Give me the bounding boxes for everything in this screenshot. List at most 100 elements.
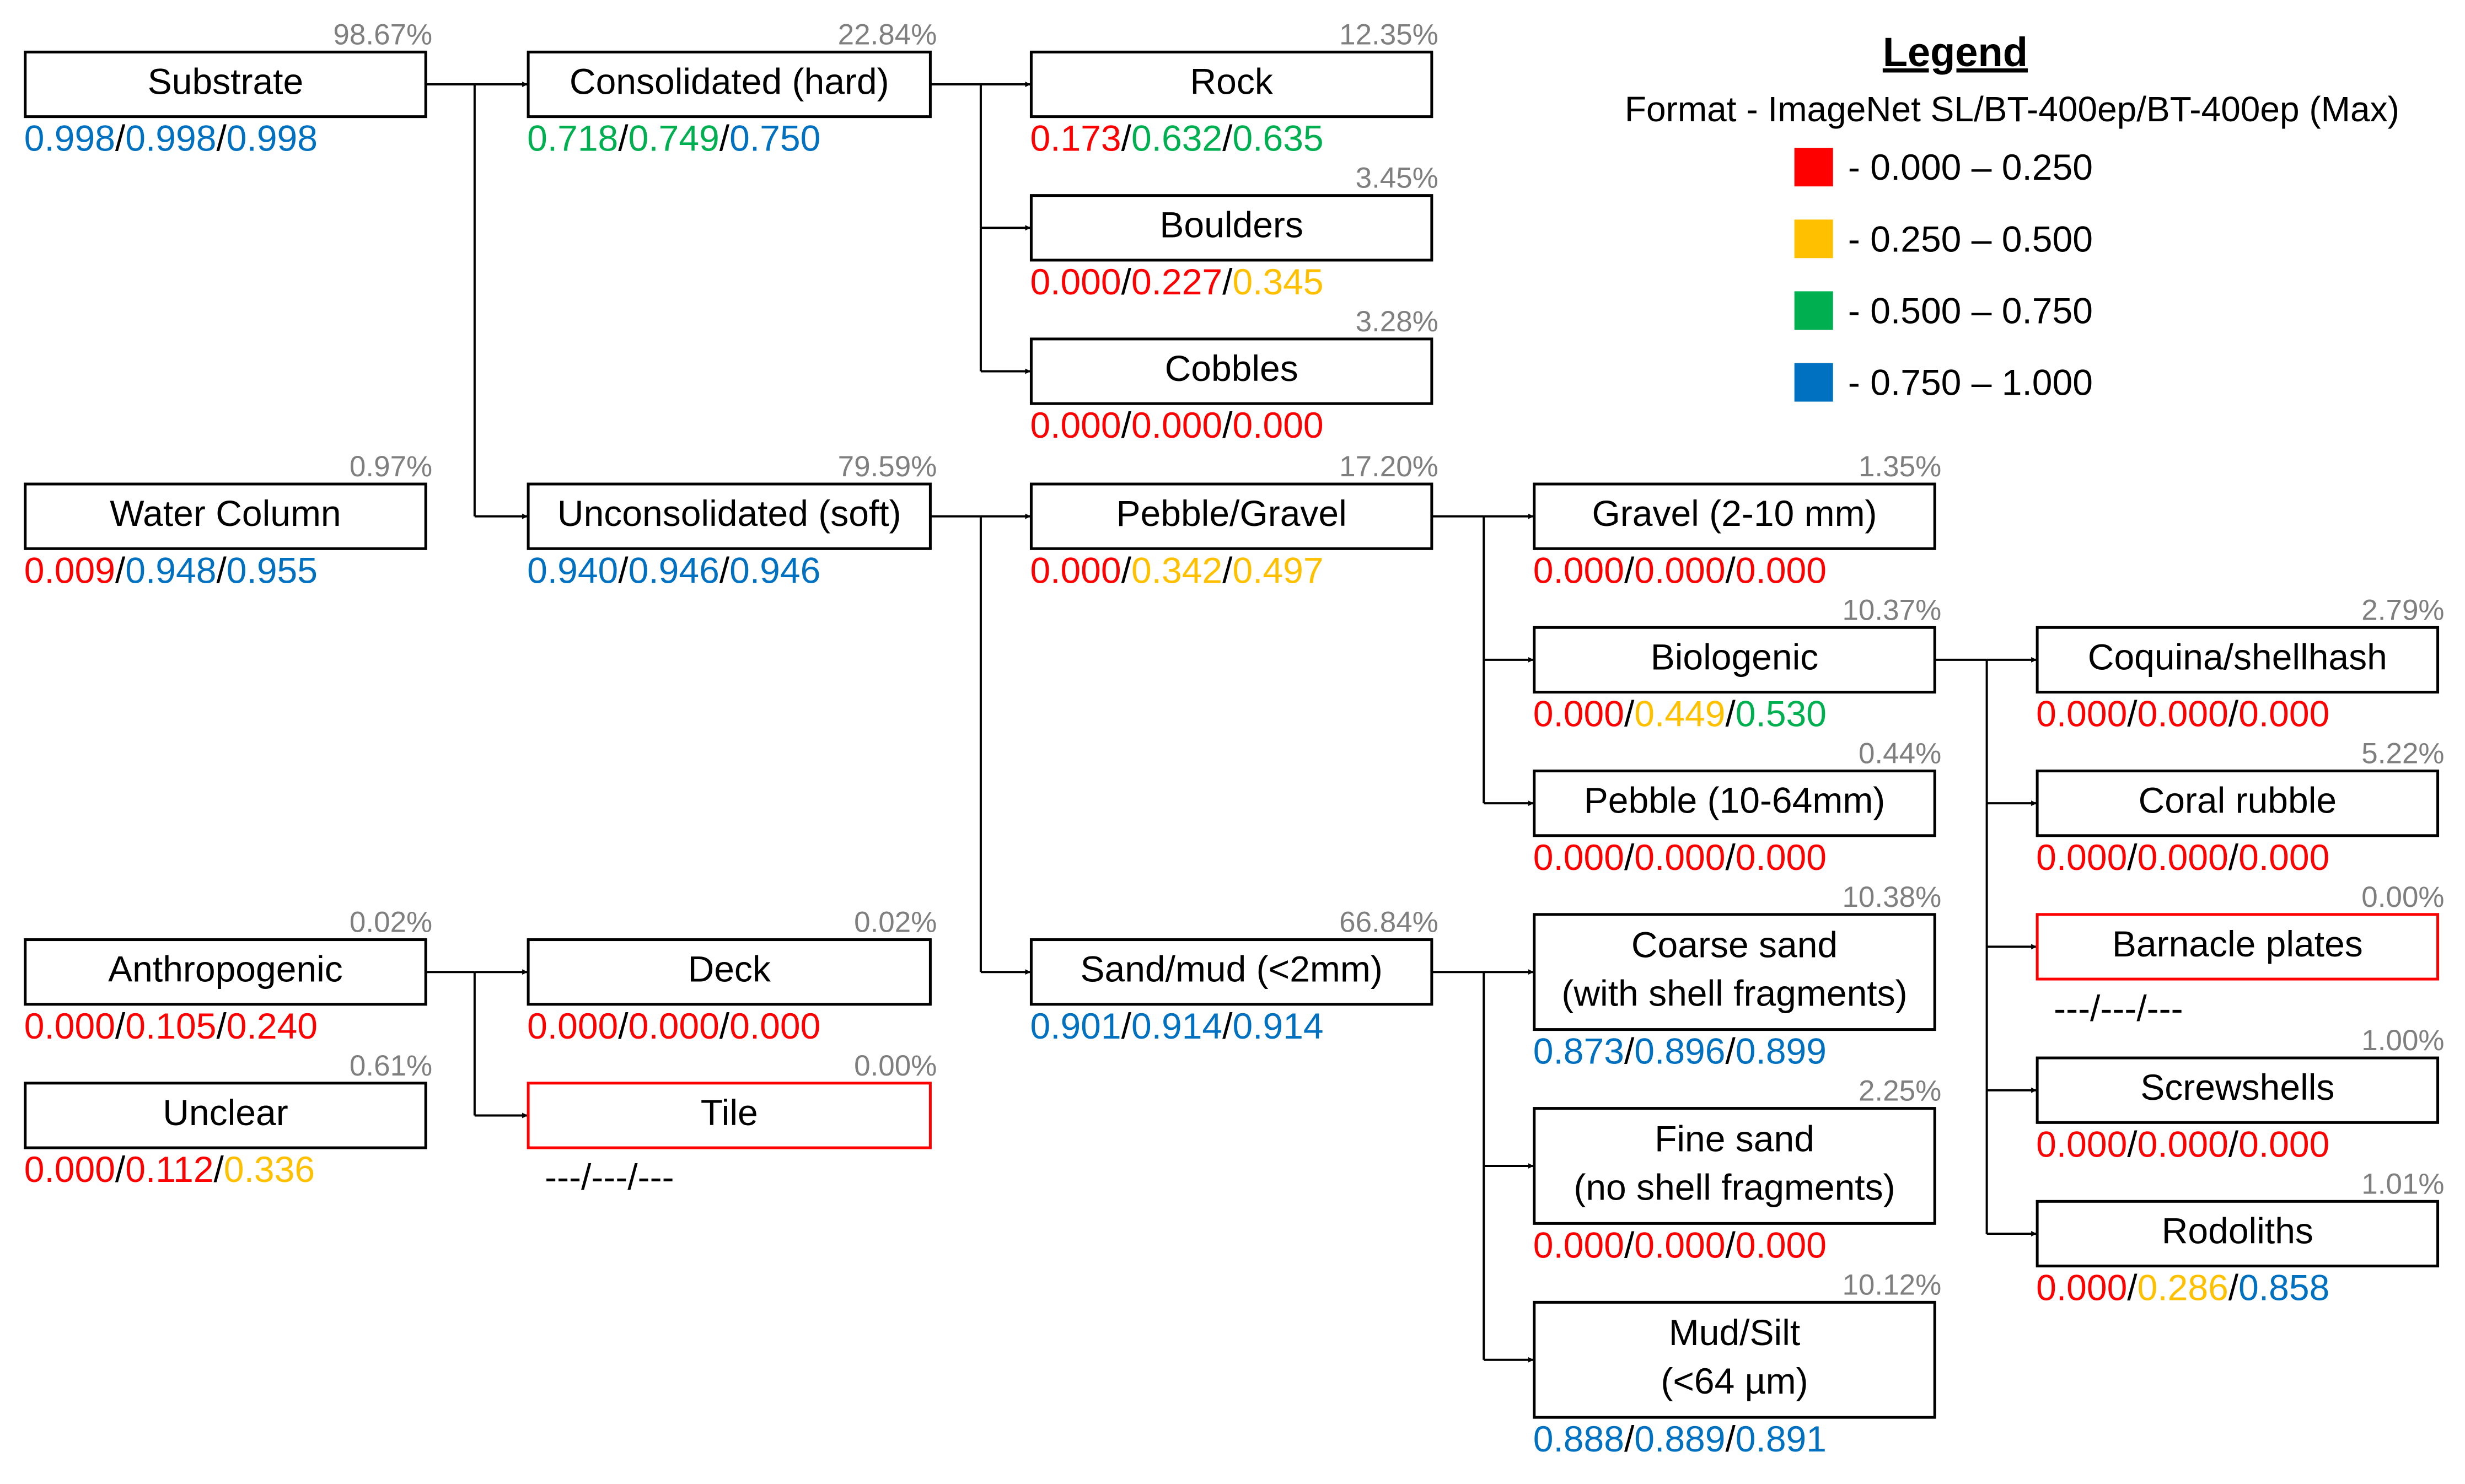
score-value: 0.449	[1634, 693, 1725, 734]
node-percent: 3.28%	[1356, 305, 1438, 338]
node-box	[2036, 913, 2440, 981]
node-label: Sand/mud (<2mm)	[1080, 949, 1382, 990]
score-value: 0.530	[1736, 693, 1827, 734]
node-label: Boulders	[1159, 205, 1303, 245]
node-unconsolidated: Unconsolidated (soft) 79.59% 0.940/0.946/0…	[527, 450, 937, 590]
node-label: Screwshells	[2140, 1067, 2334, 1107]
node-scores: 0.873/0.896/0.899	[1533, 1031, 1827, 1072]
score-value: 0.998	[227, 118, 318, 159]
legend-range-label: - 0.250 – 0.500	[1848, 218, 2093, 259]
score-value: 0.632	[1131, 118, 1222, 159]
node-scores: 0.000/0.000/0.000	[2036, 837, 2329, 878]
node-box	[2036, 770, 2440, 837]
score-value: 0.946	[629, 550, 719, 590]
node-box	[24, 1082, 427, 1149]
nodes-layer: Substrate 98.67% 0.998/0.998/0.998 Consolid…	[24, 18, 2445, 1459]
node-percent: 2.25%	[1859, 1075, 1941, 1107]
connector-layer	[426, 82, 2037, 1363]
legend-swatch	[1794, 219, 1833, 259]
node-gravel: Gravel (2-10 mm) 1.35% 0.000/0.000/0.000	[1533, 450, 1941, 590]
node-box	[1533, 1300, 1936, 1419]
score-value: 0.888	[1533, 1418, 1624, 1459]
legend-item-yellow: - 0.250 – 0.500	[1794, 218, 2093, 259]
score-value: 0.896	[1634, 1031, 1725, 1072]
node-box	[24, 50, 427, 119]
score-value: 0.873	[1533, 1031, 1624, 1072]
node-box	[24, 482, 427, 550]
node-box	[2036, 626, 2440, 694]
score-value: 0.000	[1533, 550, 1624, 590]
score-value: 0.000	[1736, 550, 1827, 590]
node-box	[2036, 1056, 2440, 1124]
score-value: 0.000	[1030, 405, 1121, 445]
score-value: 0.914	[1232, 1006, 1323, 1046]
node-label: Rodoliths	[2162, 1210, 2313, 1251]
node-scores: 0.009/0.948/0.955	[24, 550, 318, 590]
node-percent: 0.02%	[350, 906, 432, 939]
node-cobbles: Cobbles 3.28% 0.000/0.000/0.000	[1029, 305, 1438, 445]
node-box	[527, 50, 932, 119]
score-value: 0.497	[1232, 550, 1323, 590]
connector-unconsolidated	[930, 513, 1031, 975]
score-value: 0.240	[227, 1006, 318, 1046]
connector-pebble-gravel	[1431, 513, 1534, 806]
connector-sand-mud	[1431, 969, 1534, 1363]
node-consolidated: Consolidated (hard) 22.84% 0.718/0.749/0.7…	[527, 18, 937, 159]
score-value: 0.000	[2238, 1123, 2329, 1164]
node-box	[24, 938, 427, 1006]
score-value: 0.718	[527, 118, 618, 159]
node-deck: Deck 0.02% 0.000/0.000/0.000	[527, 906, 937, 1046]
score-value: 0.173	[1030, 118, 1121, 159]
node-percent: 0.61%	[350, 1050, 432, 1082]
legend-swatch	[1794, 363, 1833, 402]
node-label: Barnacle plates	[2112, 923, 2363, 964]
node-percent: 66.84%	[1339, 906, 1438, 939]
node-coarse-sand: Coarse sand (with shell fragments) 10.38% 0…	[1533, 881, 1941, 1072]
node-scores: 0.000/0.000/0.000	[1533, 837, 1827, 878]
connector-anthropogenic	[426, 969, 528, 1119]
node-label: Mud/Silt	[1669, 1312, 1800, 1353]
score-value: 0.000	[1232, 405, 1323, 445]
legend: Legend Format - ImageNet SL/BT-400ep/BT-4…	[1625, 29, 2399, 402]
node-scores: 0.998/0.998/0.998	[24, 118, 318, 159]
node-scores: 0.940/0.946/0.946	[527, 550, 820, 590]
node-label: Biologenic	[1651, 636, 1819, 677]
node-box	[527, 1082, 932, 1149]
node-label: Coarse sand	[1631, 924, 1838, 965]
node-label: Consolidated (hard)	[570, 61, 889, 101]
score-value: 0.000	[2036, 1267, 2127, 1308]
node-pebble-gravel: Pebble/Gravel 17.20% 0.000/0.342/0.497	[1029, 450, 1438, 590]
score-value: 0.336	[224, 1149, 315, 1190]
node-fine-sand: Fine sand (no shell fragments) 2.25% 0.000/…	[1533, 1075, 1941, 1265]
score-value: 0.000	[2138, 693, 2228, 734]
score-value: 0.891	[1736, 1418, 1827, 1459]
score-value: 0.000	[2238, 837, 2329, 878]
node-percent: 10.37%	[1842, 594, 1941, 626]
node-scores: 0.000/0.286/0.858	[2036, 1267, 2329, 1308]
node-biologenic: Biologenic 10.37% 0.000/0.449/0.530	[1533, 594, 1941, 734]
node-coquina: Coquina/shellhash 2.79% 0.000/0.000/0.000	[2036, 594, 2445, 734]
score-value: 0.749	[629, 118, 719, 159]
node-scores: 0.000/0.227/0.345	[1030, 261, 1323, 302]
legend-title: Legend	[1883, 29, 2028, 75]
node-scores: 0.888/0.889/0.891	[1533, 1418, 1827, 1459]
node-water-column: Water Column 0.97% 0.009/0.948/0.955	[24, 450, 432, 590]
node-box	[1029, 194, 1433, 262]
node-percent: 0.00%	[854, 1050, 937, 1082]
node-percent: 98.67%	[333, 18, 432, 51]
score-value: 0.000	[2036, 1123, 2127, 1164]
score-value: 0.000	[24, 1006, 115, 1046]
node-pebble: Pebble (10-64mm) 0.44% 0.000/0.000/0.000	[1533, 738, 1941, 878]
score-value: 0.000	[2238, 693, 2329, 734]
score-value: 0.998	[24, 118, 115, 159]
node-scores: 0.173/0.632/0.635	[1030, 118, 1323, 159]
score-value: 0.000	[1030, 550, 1121, 590]
score-value: 0.000	[1533, 837, 1624, 878]
node-label: Unclear	[163, 1092, 288, 1133]
score-value: 0.948	[125, 550, 216, 590]
score-value: 0.345	[1232, 261, 1323, 302]
node-percent: 0.44%	[1859, 738, 1941, 770]
score-value: 0.901	[1030, 1006, 1121, 1046]
score-value: 0.342	[1131, 550, 1222, 590]
